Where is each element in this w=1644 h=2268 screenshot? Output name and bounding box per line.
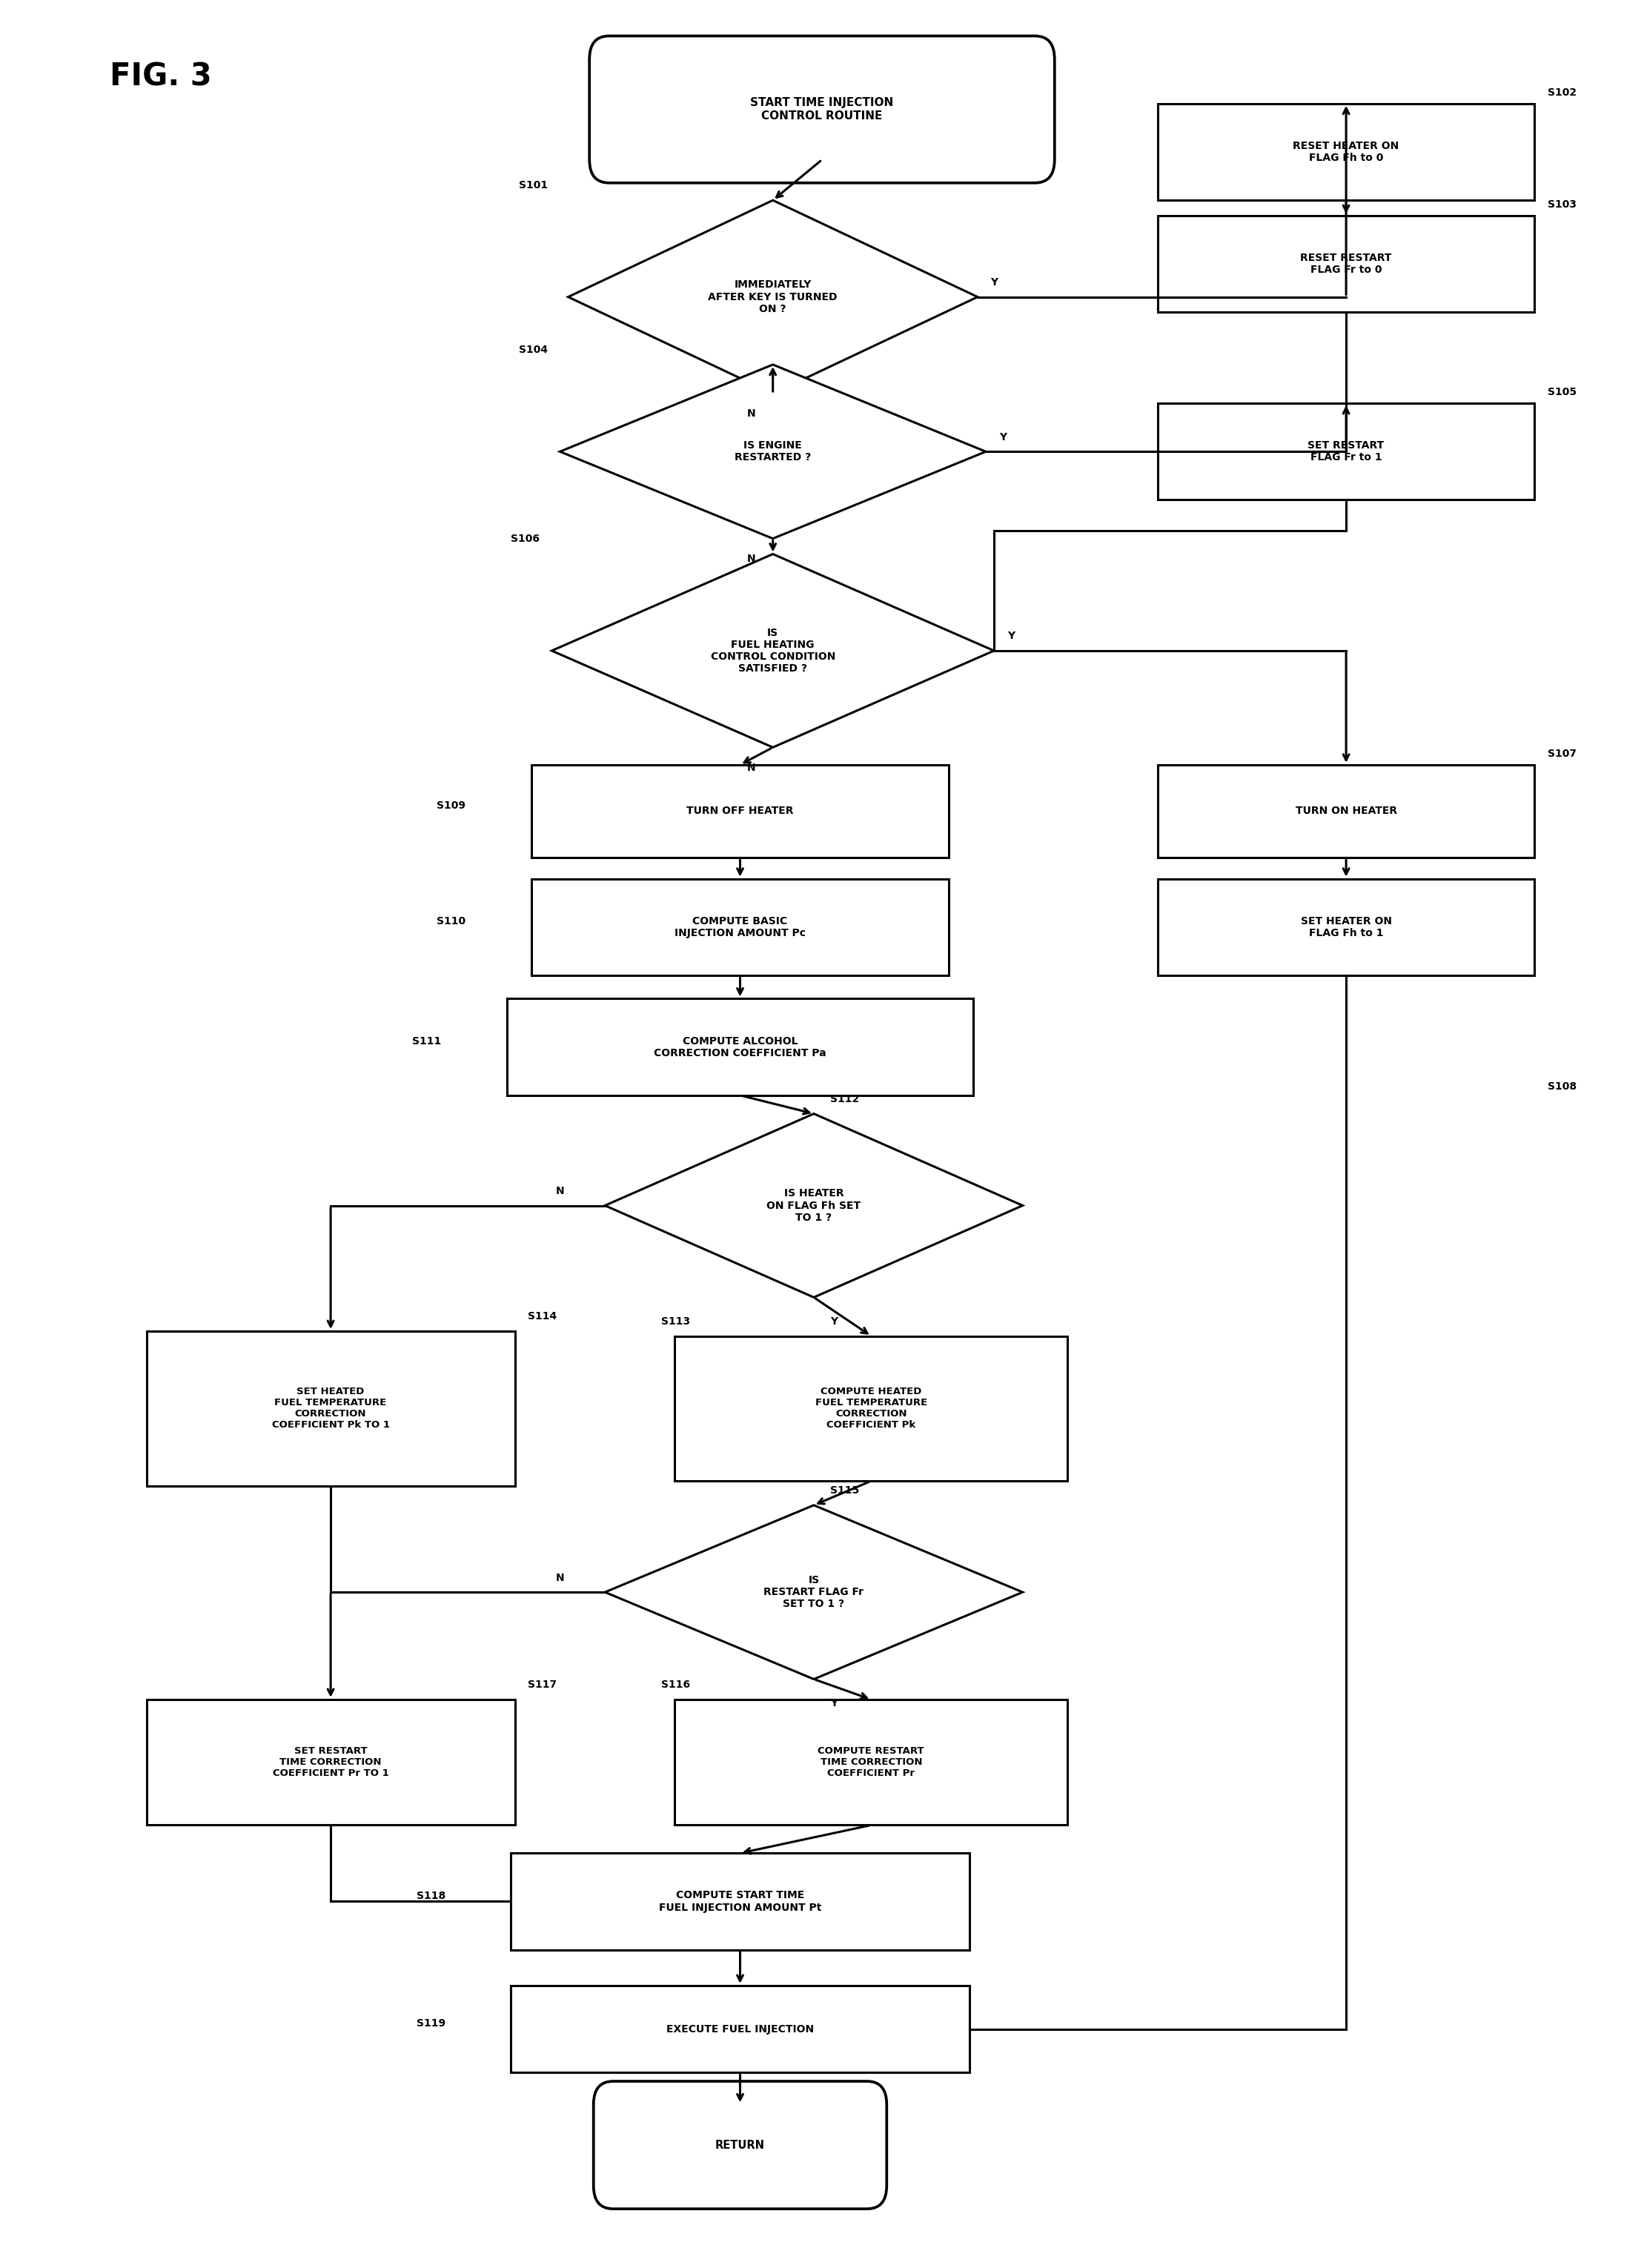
Text: Y: Y [991,277,998,288]
FancyBboxPatch shape [146,1331,515,1486]
Text: N: N [746,408,755,420]
Text: S114: S114 [528,1311,557,1322]
FancyBboxPatch shape [531,764,949,857]
Text: S101: S101 [520,179,547,191]
Text: Y: Y [830,1315,838,1327]
Text: Y: Y [1000,431,1006,442]
Polygon shape [561,365,986,538]
Text: S109: S109 [437,801,465,810]
Text: S110: S110 [437,916,465,928]
Text: S117: S117 [528,1678,557,1690]
Polygon shape [605,1506,1023,1678]
Text: SET HEATER ON
FLAG Fh to 1: SET HEATER ON FLAG Fh to 1 [1300,916,1392,939]
Text: S105: S105 [1547,388,1577,397]
Text: N: N [556,1186,564,1195]
FancyBboxPatch shape [1157,104,1534,200]
Text: S103: S103 [1547,200,1577,211]
Polygon shape [569,200,978,395]
FancyBboxPatch shape [1157,764,1534,857]
Text: RETURN: RETURN [715,2139,764,2150]
Text: N: N [746,553,755,565]
Text: Y: Y [830,1699,838,1708]
Text: S107: S107 [1547,748,1577,760]
Text: COMPUTE ALCOHOL
CORRECTION COEFFICIENT Pa: COMPUTE ALCOHOL CORRECTION COEFFICIENT P… [654,1036,827,1059]
Text: COMPUTE RESTART
TIME CORRECTION
COEFFICIENT Pr: COMPUTE RESTART TIME CORRECTION COEFFICI… [819,1746,924,1778]
Text: TURN OFF HEATER: TURN OFF HEATER [687,805,794,816]
Text: COMPUTE START TIME
FUEL INJECTION AMOUNT Pt: COMPUTE START TIME FUEL INJECTION AMOUNT… [659,1889,822,1912]
Text: FIG. 3: FIG. 3 [110,61,212,93]
Text: S119: S119 [416,2019,446,2028]
Text: Y: Y [1008,631,1014,642]
Text: IS
RESTART FLAG Fr
SET TO 1 ?: IS RESTART FLAG Fr SET TO 1 ? [764,1574,863,1610]
Text: SET RESTART
TIME CORRECTION
COEFFICIENT Pr TO 1: SET RESTART TIME CORRECTION COEFFICIENT … [273,1746,388,1778]
Text: S113: S113 [661,1315,690,1327]
Text: COMPUTE BASIC
INJECTION AMOUNT Pc: COMPUTE BASIC INJECTION AMOUNT Pc [674,916,806,939]
Text: IMMEDIATELY
AFTER KEY IS TURNED
ON ?: IMMEDIATELY AFTER KEY IS TURNED ON ? [709,279,837,315]
Text: RESET RESTART
FLAG Fr to 0: RESET RESTART FLAG Fr to 0 [1300,252,1392,274]
Text: S115: S115 [830,1486,860,1495]
Text: N: N [746,762,755,773]
Text: EXECUTE FUEL INJECTION: EXECUTE FUEL INJECTION [666,2023,814,2034]
FancyBboxPatch shape [511,1853,970,1950]
Text: COMPUTE HEATED
FUEL TEMPERATURE
CORRECTION
COEFFICIENT Pk: COMPUTE HEATED FUEL TEMPERATURE CORRECTI… [815,1388,927,1431]
FancyBboxPatch shape [531,878,949,975]
Polygon shape [552,553,995,748]
Text: TURN ON HEATER: TURN ON HEATER [1295,805,1397,816]
FancyBboxPatch shape [590,36,1054,184]
Text: S118: S118 [416,1892,446,1901]
FancyBboxPatch shape [511,1984,970,2073]
Text: IS
FUEL HEATING
CONTROL CONDITION
SATISFIED ?: IS FUEL HEATING CONTROL CONDITION SATISF… [710,628,835,674]
Text: SET RESTART
FLAG Fr to 1: SET RESTART FLAG Fr to 1 [1309,440,1384,463]
Text: START TIME INJECTION
CONTROL ROUTINE: START TIME INJECTION CONTROL ROUTINE [750,98,894,122]
Text: S106: S106 [511,533,539,544]
FancyBboxPatch shape [506,998,973,1095]
FancyBboxPatch shape [674,1336,1067,1481]
FancyBboxPatch shape [146,1699,515,1826]
Text: S108: S108 [1547,1082,1577,1091]
Text: S112: S112 [830,1093,860,1105]
FancyBboxPatch shape [674,1699,1067,1826]
Text: S111: S111 [413,1036,441,1046]
Text: N: N [556,1572,564,1583]
Text: S104: S104 [520,345,547,354]
FancyBboxPatch shape [593,2082,886,2209]
Text: SET HEATED
FUEL TEMPERATURE
CORRECTION
COEFFICIENT Pk TO 1: SET HEATED FUEL TEMPERATURE CORRECTION C… [271,1388,390,1431]
Text: IS HEATER
ON FLAG Fh SET
TO 1 ?: IS HEATER ON FLAG Fh SET TO 1 ? [766,1188,861,1222]
FancyBboxPatch shape [1157,404,1534,499]
FancyBboxPatch shape [1157,215,1534,313]
Text: S102: S102 [1547,88,1577,98]
Text: IS ENGINE
RESTARTED ?: IS ENGINE RESTARTED ? [735,440,810,463]
FancyBboxPatch shape [1157,878,1534,975]
Text: RESET HEATER ON
FLAG Fh to 0: RESET HEATER ON FLAG Fh to 0 [1294,141,1399,163]
Text: S116: S116 [661,1678,690,1690]
Polygon shape [605,1114,1023,1297]
